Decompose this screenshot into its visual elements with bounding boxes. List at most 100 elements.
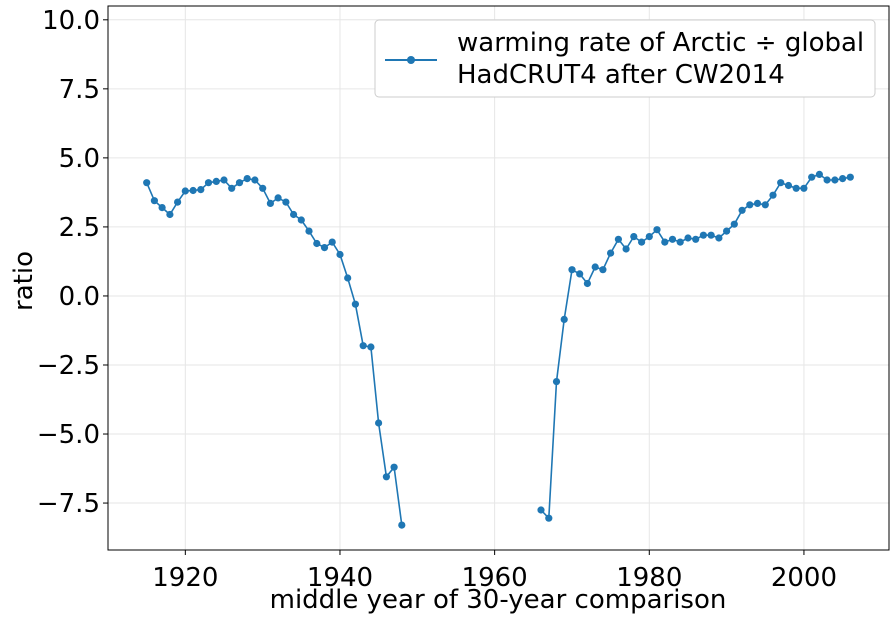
data-point — [684, 234, 692, 242]
data-point — [653, 226, 661, 234]
data-point — [313, 239, 321, 248]
data-point — [274, 194, 282, 202]
data-point — [707, 231, 715, 239]
y-tick-label: −5.0 — [37, 420, 100, 450]
x-tick-label: 1940 — [307, 563, 373, 593]
data-point — [846, 173, 854, 181]
series-line — [145, 177, 403, 526]
y-tick-label: 5.0 — [59, 144, 100, 174]
data-point — [645, 233, 653, 241]
y-tick-label: 7.5 — [59, 75, 100, 105]
legend: warming rate of Arctic ÷ global HadCRUT4… — [374, 19, 876, 98]
data-point — [367, 343, 375, 351]
y-tick-label: 2.5 — [59, 213, 100, 243]
data-point — [174, 198, 182, 206]
data-point — [390, 463, 398, 471]
data-point — [769, 191, 777, 199]
data-point — [792, 184, 800, 192]
y-tick-label: 10.0 — [42, 6, 100, 36]
data-point — [220, 176, 228, 184]
data-point — [614, 235, 623, 243]
data-point — [166, 210, 174, 219]
data-point — [583, 279, 592, 288]
data-point — [382, 473, 390, 481]
data-point — [197, 186, 205, 194]
data-point — [243, 175, 251, 183]
data-point — [328, 238, 336, 246]
data-point — [143, 179, 151, 187]
data-point — [715, 234, 723, 242]
data-point — [668, 235, 677, 243]
data-point — [630, 233, 638, 241]
data-point — [599, 266, 607, 274]
legend-marker-sample — [407, 56, 415, 64]
data-point — [638, 238, 646, 246]
data-point — [576, 270, 584, 278]
data-point — [359, 342, 367, 350]
data-point — [777, 179, 785, 187]
data-point — [784, 181, 793, 190]
data-point — [746, 201, 754, 209]
data-point — [251, 176, 259, 184]
data-point — [831, 176, 839, 184]
data-point — [723, 227, 731, 235]
data-point — [398, 521, 406, 529]
data-point — [158, 204, 166, 212]
data-point — [290, 210, 298, 219]
data-point — [676, 238, 684, 246]
data-point — [150, 197, 158, 205]
data-point — [661, 238, 669, 246]
y-tick-label: 0.0 — [59, 282, 100, 312]
data-point — [730, 220, 738, 228]
legend-frame — [374, 19, 876, 98]
y-axis-label: ratio — [9, 251, 39, 311]
data-point — [537, 506, 545, 514]
plot-area-frame — [107, 5, 890, 551]
y-tick-label: −2.5 — [37, 351, 100, 381]
data-point — [336, 250, 344, 259]
data-point — [699, 231, 708, 239]
data-point — [228, 184, 236, 192]
x-tick-label: 1980 — [616, 563, 682, 593]
data-point — [189, 186, 197, 195]
data-point — [560, 315, 568, 323]
data-point — [351, 300, 359, 308]
legend-series-name: warming rate of Arctic ÷ global — [457, 28, 864, 58]
data-point — [545, 514, 553, 522]
data-point — [344, 274, 352, 282]
x-tick-label: 1920 — [152, 563, 218, 593]
data-point — [753, 199, 762, 207]
data-point — [235, 179, 244, 187]
data-point — [552, 378, 561, 386]
series-group — [143, 170, 854, 529]
data-point — [568, 266, 576, 274]
data-point — [800, 184, 808, 192]
data-point — [320, 244, 329, 252]
legend-series-name-line2: HadCRUT4 after CW2014 — [457, 60, 785, 90]
data-point — [204, 179, 213, 187]
data-point — [815, 170, 824, 178]
x-tick-label: 1960 — [462, 563, 528, 593]
data-point — [266, 199, 274, 207]
data-point — [761, 201, 769, 209]
data-point — [738, 206, 746, 214]
data-point — [692, 235, 700, 243]
x-tick-label: 2000 — [771, 563, 837, 593]
x-axis-label: middle year of 30-year comparison — [270, 585, 727, 615]
data-point — [259, 184, 267, 192]
data-point — [181, 187, 189, 195]
data-point — [375, 419, 383, 427]
data-point — [591, 263, 599, 271]
y-axis-ticks: 10.0 7.5 5.0 2.5 0.0 −2.5 −5.0 −7.5 — [37, 6, 108, 519]
data-point — [305, 227, 313, 235]
y-tick-label: −7.5 — [37, 489, 100, 519]
x-axis-ticks: 1920 1940 1960 1980 2000 — [152, 550, 837, 593]
data-point — [282, 198, 290, 206]
data-point — [622, 245, 630, 253]
data-point — [212, 177, 220, 185]
data-point — [297, 216, 305, 224]
data-point — [823, 176, 831, 184]
data-point — [607, 249, 615, 257]
data-point — [839, 175, 847, 183]
